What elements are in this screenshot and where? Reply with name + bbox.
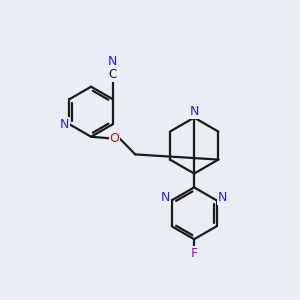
Text: N: N (161, 191, 170, 205)
Text: N: N (60, 118, 69, 131)
Text: O: O (109, 132, 119, 145)
Text: F: F (190, 247, 198, 260)
Text: C: C (109, 68, 117, 81)
Text: N: N (218, 191, 227, 205)
Text: N: N (108, 55, 118, 68)
Text: N: N (190, 105, 199, 118)
